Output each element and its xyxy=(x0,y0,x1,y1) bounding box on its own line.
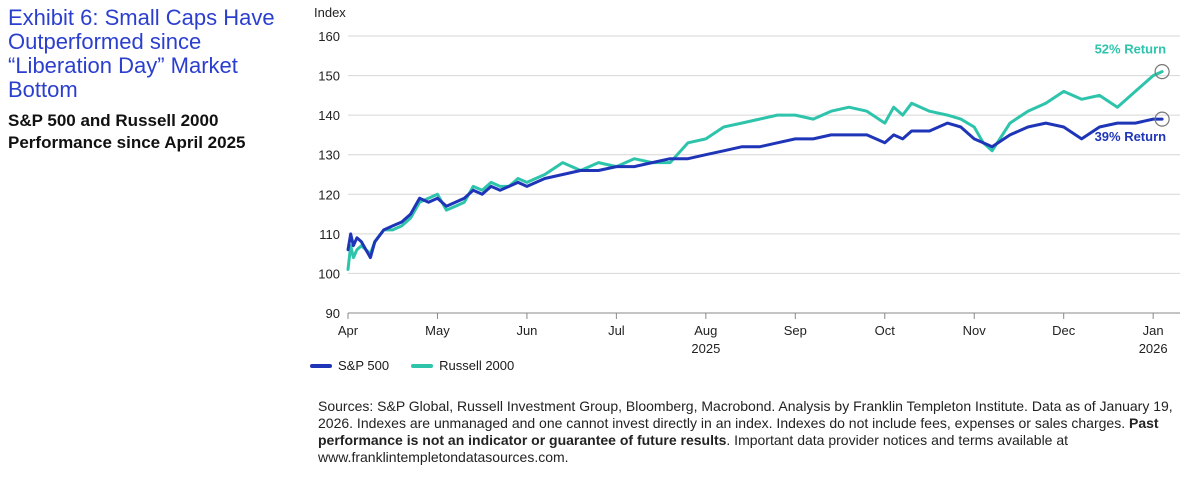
y-tick-label: 100 xyxy=(318,266,340,281)
sources-note: Sources: S&P Global, Russell Investment … xyxy=(318,398,1178,466)
x-tick-label: Dec xyxy=(1052,323,1076,338)
end-point-marker xyxy=(1154,64,1170,80)
end-point-marker xyxy=(1154,111,1170,127)
line-chart: Index 90 100 110 120 130 140 150 160 Apr May Jun J… xyxy=(314,5,1180,356)
x-tick-label: Sep xyxy=(784,323,807,338)
legend-item-russell: Russell 2000 xyxy=(411,358,514,373)
sources-disclaimer: Past performance is not an indicator or … xyxy=(318,415,1159,448)
title-panel: Exhibit 6: Small Caps Have Outperformed … xyxy=(8,6,280,154)
series-line-sp500 xyxy=(346,117,1164,260)
exhibit-subtitle: S&P 500 and Russell 2000 Performance sin… xyxy=(8,111,246,152)
return-annotation: 39% Return xyxy=(1095,129,1167,144)
x-tick-label: Nov xyxy=(963,323,987,338)
y-tick-label: 130 xyxy=(318,148,340,163)
exhibit-title: Exhibit 6: Small Caps Have Outperformed … xyxy=(8,5,275,102)
legend-label-sp500: S&P 500 xyxy=(338,358,390,373)
y-tick-label: 160 xyxy=(318,29,340,44)
legend-item-sp500: S&P 500 xyxy=(310,358,389,373)
x-tick-label: Oct xyxy=(875,323,896,338)
y-tick-label: 150 xyxy=(318,69,340,84)
chart-legend: S&P 500 Russell 2000 xyxy=(310,358,514,373)
return-annotation: 52% Return xyxy=(1095,42,1167,57)
sources-text-end: . Important data provider notices and te… xyxy=(318,432,1069,465)
legend-label-russell: Russell 2000 xyxy=(439,358,515,373)
x-tick-label: Jun xyxy=(516,323,537,338)
legend-swatch-sp500 xyxy=(310,363,332,368)
x-tick-year: 2025 xyxy=(691,341,720,356)
sources-text: Sources: S&P Global, Russell Investment … xyxy=(318,398,1173,431)
legend-swatch-russell xyxy=(411,363,434,368)
y-tick-label: 120 xyxy=(318,187,340,202)
y-axis-label: Index xyxy=(314,5,346,20)
x-tick-label: Jul xyxy=(608,323,625,338)
y-tick-label: 90 xyxy=(326,306,340,321)
x-tick-year: 2026 xyxy=(1139,341,1168,356)
x-tick-label: May xyxy=(425,323,450,338)
x-tick-label: Aug xyxy=(694,323,717,338)
x-tick-label: Jan xyxy=(1143,323,1164,338)
x-tick-label: Apr xyxy=(338,323,359,338)
y-tick-label: 140 xyxy=(318,108,340,123)
y-tick-label: 110 xyxy=(319,227,340,242)
series-line-russell2000 xyxy=(346,70,1164,271)
